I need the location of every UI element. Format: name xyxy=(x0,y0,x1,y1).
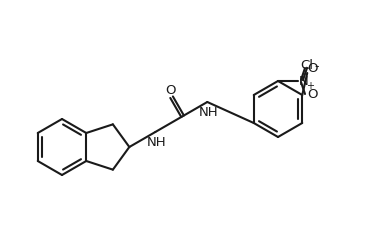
Text: +: + xyxy=(306,81,314,91)
Text: NH: NH xyxy=(198,106,218,119)
Text: O: O xyxy=(307,88,318,101)
Text: N: N xyxy=(299,75,309,88)
Text: NH: NH xyxy=(147,135,166,148)
Text: O: O xyxy=(165,83,176,97)
Text: Cl: Cl xyxy=(301,59,314,72)
Text: -: - xyxy=(314,60,318,73)
Text: O: O xyxy=(307,62,318,75)
